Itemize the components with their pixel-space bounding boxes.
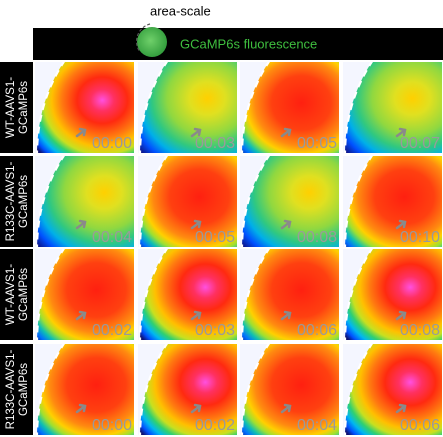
tile: 00:03 <box>136 60 237 155</box>
tile: 00:00 <box>33 60 134 155</box>
tile: 00:07 <box>341 60 442 155</box>
scale-label: area-scale <box>150 3 211 18</box>
timestamp: 00:05 <box>297 135 337 152</box>
tile: 00:06 <box>341 342 442 437</box>
timestamp: 00:04 <box>297 417 337 434</box>
tile: 00:03 <box>136 247 237 342</box>
tile: 00:06 <box>238 247 339 342</box>
tile: 00:08 <box>238 154 339 249</box>
row-label: GCaMP6s <box>18 268 30 321</box>
row-label: WT-AAVS1- <box>5 264 17 325</box>
timestamp: 00:00 <box>92 135 132 152</box>
tile: 00:05 <box>238 60 339 155</box>
timestamp: 00:02 <box>195 417 235 434</box>
timestamp: 00:10 <box>400 229 440 246</box>
timestamp: 00:00 <box>92 417 132 434</box>
tile: 00:04 <box>238 342 339 437</box>
figure: area-scale GCaMP6s fluorescence WT-AAVS1… <box>0 0 443 437</box>
row-label: GCaMP6s <box>18 81 30 134</box>
tile: 00:02 <box>33 247 134 342</box>
timestamp: 00:06 <box>297 322 337 339</box>
timestamp: 00:02 <box>92 322 132 339</box>
timestamp: 00:08 <box>297 229 337 246</box>
row-label: R133C-AAVS1- <box>5 161 17 241</box>
row-label: WT-AAVS1- <box>5 77 17 138</box>
tile: 00:08 <box>341 247 442 342</box>
timestamp: 00:08 <box>400 322 440 339</box>
row-label: GCaMP6s <box>18 175 30 228</box>
timestamp: 00:03 <box>195 135 235 152</box>
row-label: GCaMP6s <box>18 363 30 416</box>
header-title: GCaMP6s fluorescence <box>180 36 317 51</box>
tile: 00:04 <box>33 154 134 249</box>
tile: 00:10 <box>341 154 442 249</box>
scale-bead <box>137 27 167 57</box>
row-label: R133C-AAVS1- <box>5 349 17 429</box>
timestamp: 00:04 <box>92 229 132 246</box>
tile: 00:00 <box>33 342 134 437</box>
tile: 00:05 <box>136 154 237 249</box>
timestamp: 00:03 <box>195 322 235 339</box>
timestamp: 00:07 <box>400 135 440 152</box>
timestamp: 00:05 <box>195 229 235 246</box>
timestamp: 00:06 <box>400 417 440 434</box>
tile: 00:02 <box>136 342 237 437</box>
